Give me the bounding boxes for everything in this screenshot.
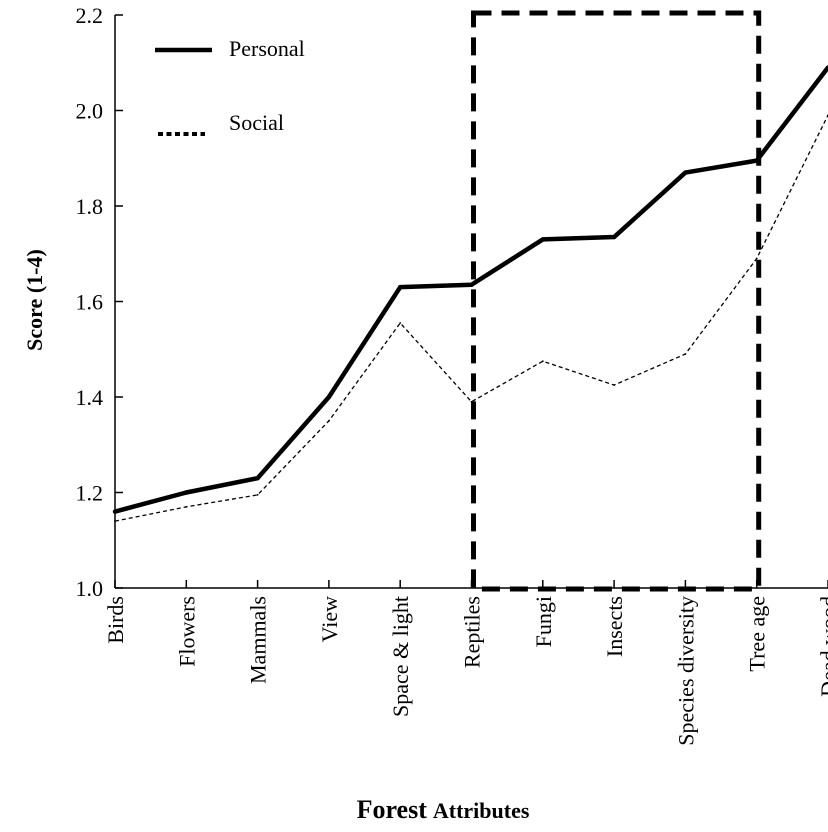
x-tick-label: Fungi	[531, 596, 556, 647]
x-tick-label: Flowers	[174, 596, 199, 667]
y-tick-label: 2.0	[76, 99, 104, 124]
x-tick-label: Reptiles	[460, 596, 485, 668]
data-point-social	[613, 384, 615, 386]
data-point-personal	[255, 475, 260, 481]
data-point-personal	[469, 282, 474, 287]
data-point-personal	[825, 65, 828, 70]
data-point-social	[755, 257, 758, 260]
y-tick-label: 1.4	[76, 385, 104, 410]
series-line-social	[114, 114, 828, 522]
y-axis-ticks: 1.0 1.2 1.4 1.6 1.8 2.0 2.2	[76, 3, 123, 601]
data-point-social	[114, 520, 116, 523]
data-point-personal	[112, 509, 118, 514]
x-axis-ticks: Birds Flowers Mammals View Space & light Rept…	[103, 580, 828, 746]
data-point-personal	[540, 237, 545, 242]
x-tick-label: Tree age	[745, 596, 770, 672]
data-point-personal	[184, 490, 189, 495]
y-tick-label: 1.6	[76, 290, 104, 315]
y-tick-label: 1.2	[76, 481, 104, 506]
x-axis-title-rest: Attributes	[433, 798, 530, 823]
x-tick-label: Mammals	[246, 596, 271, 684]
x-tick-label: View	[317, 596, 342, 642]
legend: Personal Social	[155, 36, 305, 136]
data-point-social	[328, 419, 330, 422]
y-tick-label: 2.2	[76, 3, 104, 28]
data-point-social	[185, 505, 188, 508]
data-point-social	[541, 360, 544, 363]
highlight-box	[471, 10, 762, 592]
x-axis-title: Forest Attributes	[357, 795, 530, 824]
y-tick-label: 1.0	[76, 576, 104, 601]
data-point-social	[256, 493, 259, 496]
data-point-personal	[326, 394, 332, 400]
x-tick-label: Space & light	[388, 596, 413, 717]
x-tick-label: Species diversity	[673, 596, 698, 746]
highlight-box-group	[471, 10, 762, 592]
series-lines	[112, 65, 828, 523]
x-tick-label: Dead wood	[816, 596, 828, 697]
data-point-personal	[754, 158, 759, 163]
data-point-social	[684, 353, 687, 355]
data-point-social	[470, 400, 473, 403]
legend-label-social: Social	[229, 110, 284, 135]
x-tick-label: Birds	[103, 596, 128, 644]
data-point-personal	[611, 234, 617, 240]
x-tick-label: Insects	[602, 596, 627, 657]
y-tick-label: 1.8	[76, 194, 104, 219]
y-axis-title: Score (1-4)	[22, 249, 47, 351]
x-axis-title-main: Forest	[357, 795, 428, 824]
legend-label-personal: Personal	[229, 36, 305, 61]
data-point-social	[399, 322, 402, 324]
data-point-personal	[683, 170, 688, 175]
data-point-personal	[398, 284, 403, 290]
